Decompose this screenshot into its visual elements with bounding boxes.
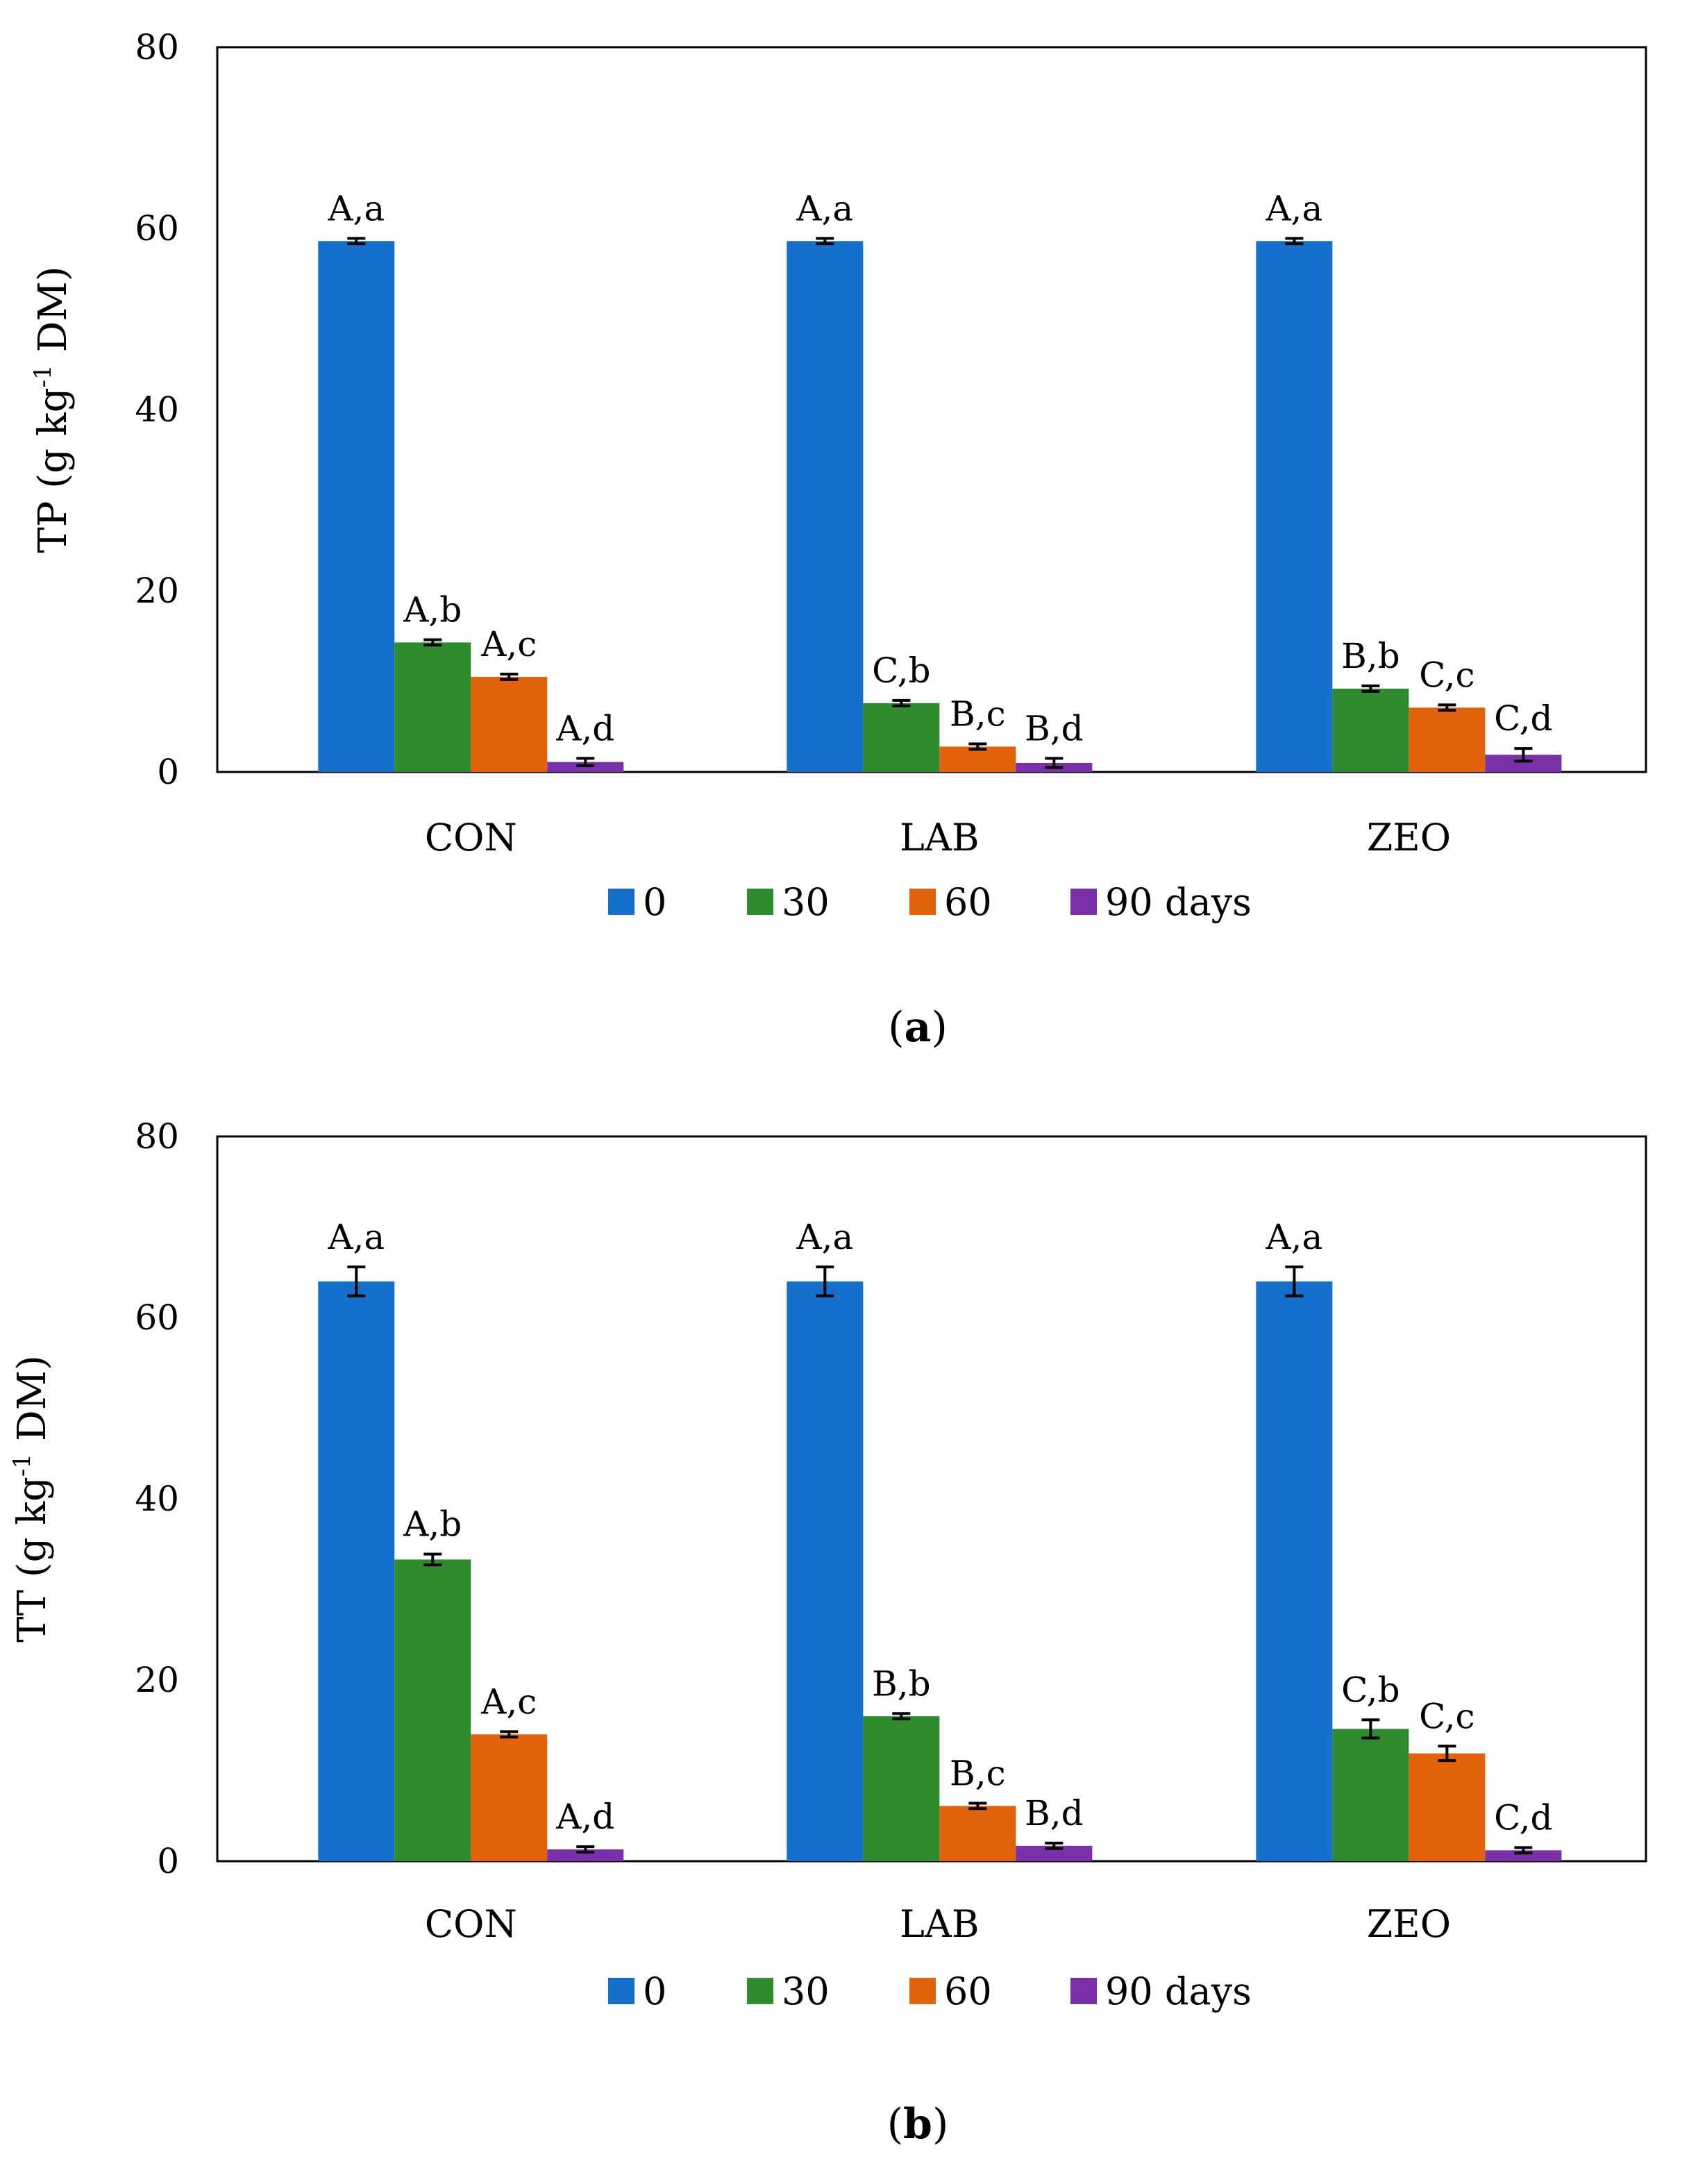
y-tick-label: 20 xyxy=(135,571,179,611)
bar xyxy=(1256,1281,1333,1861)
bar xyxy=(471,1734,548,1861)
bar xyxy=(863,1716,940,1861)
legend-label: 60 xyxy=(944,1969,992,2013)
significance-label: A,a xyxy=(327,1217,385,1257)
bar xyxy=(939,746,1016,772)
significance-label: C,b xyxy=(872,650,930,691)
bar xyxy=(1409,707,1486,772)
bar xyxy=(547,1849,624,1861)
y-axis-label: TP (g kg-1 DM) xyxy=(29,266,76,553)
y-tick-label: 80 xyxy=(135,27,179,67)
significance-label: B,d xyxy=(1025,708,1084,748)
bar xyxy=(318,241,395,772)
y-tick-label: 40 xyxy=(135,389,179,430)
x-category-label: ZEO xyxy=(1367,816,1451,859)
legend-label: 90 days xyxy=(1105,1969,1252,2013)
y-tick-label: 60 xyxy=(135,208,179,249)
significance-label: A,a xyxy=(1265,1217,1322,1257)
bar xyxy=(1256,241,1333,772)
bar xyxy=(939,1806,1016,1861)
legend-swatch xyxy=(1070,889,1097,915)
chart-panel-a: 0 20 40 60 80 TP (g kg-1 DM) A,a A,b A,c A,d CON A,… xyxy=(29,27,1647,1052)
bar xyxy=(787,241,864,772)
y-tick-label: 20 xyxy=(135,1660,179,1700)
significance-label: B,b xyxy=(1341,636,1400,676)
significance-label: B,c xyxy=(950,694,1006,734)
y-tick-label: 60 xyxy=(135,1297,179,1338)
x-category-label: CON xyxy=(425,816,517,859)
significance-label: A,a xyxy=(1265,188,1322,228)
significance-label: A,a xyxy=(796,1217,853,1257)
significance-label: A,b xyxy=(403,1504,462,1545)
significance-label: A,c xyxy=(480,624,537,664)
legend-label: 30 xyxy=(782,1969,830,2013)
bar xyxy=(394,642,471,772)
x-category-label: LAB xyxy=(900,816,980,859)
significance-label: B,c xyxy=(950,1753,1006,1793)
legend-swatch xyxy=(909,889,936,915)
significance-label: A,a xyxy=(796,188,853,228)
bar xyxy=(863,703,940,772)
y-tick-label: 80 xyxy=(135,1116,179,1157)
x-category-label: ZEO xyxy=(1367,1902,1451,1946)
bar xyxy=(787,1281,864,1861)
y-tick-label: 0 xyxy=(157,1841,179,1881)
bar xyxy=(1332,688,1409,772)
legend-label: 90 days xyxy=(1105,880,1252,924)
significance-label: A,c xyxy=(480,1681,537,1722)
significance-label: C,c xyxy=(1419,655,1474,695)
legend-swatch xyxy=(747,889,773,915)
significance-label: A,a xyxy=(327,188,385,228)
bar xyxy=(1485,1850,1562,1861)
x-category-label: CON xyxy=(425,1902,517,1946)
y-tick-label: 40 xyxy=(135,1479,179,1519)
significance-label: C,d xyxy=(1494,698,1552,739)
legend-swatch xyxy=(608,889,635,915)
bar xyxy=(318,1281,395,1861)
legend-swatch xyxy=(747,1978,773,2004)
bar xyxy=(1409,1753,1486,1861)
legend-label: 30 xyxy=(782,880,830,924)
y-tick-label: 0 xyxy=(157,752,179,792)
significance-label: A,d xyxy=(555,708,614,748)
bar xyxy=(394,1559,471,1861)
panel-label: (b) xyxy=(887,2100,949,2149)
chart-panel-b: 0 20 40 60 80 TT (g kg-1 DM) A,a A,b A,c A,d CON A,… xyxy=(8,1116,1647,2149)
legend-swatch xyxy=(909,1978,936,2004)
significance-label: A,b xyxy=(403,589,462,630)
significance-label: B,d xyxy=(1025,1793,1084,1833)
significance-label: C,b xyxy=(1341,1670,1400,1710)
panel-label: (a) xyxy=(888,1003,948,1052)
x-category-label: LAB xyxy=(900,1902,980,1946)
bar xyxy=(1016,1845,1093,1861)
significance-label: A,d xyxy=(555,1797,614,1837)
legend-label: 0 xyxy=(643,1969,666,2013)
y-axis-label: TT (g kg-1 DM) xyxy=(8,1355,55,1643)
significance-label: B,b xyxy=(872,1663,931,1704)
legend-label: 60 xyxy=(944,880,992,924)
legend-swatch xyxy=(1070,1978,1097,2004)
legend-label: 0 xyxy=(643,880,666,924)
bar xyxy=(471,676,548,772)
significance-label: C,d xyxy=(1494,1797,1552,1838)
significance-label: C,c xyxy=(1419,1696,1474,1736)
bar xyxy=(1332,1729,1409,1861)
legend-swatch xyxy=(608,1978,635,2004)
